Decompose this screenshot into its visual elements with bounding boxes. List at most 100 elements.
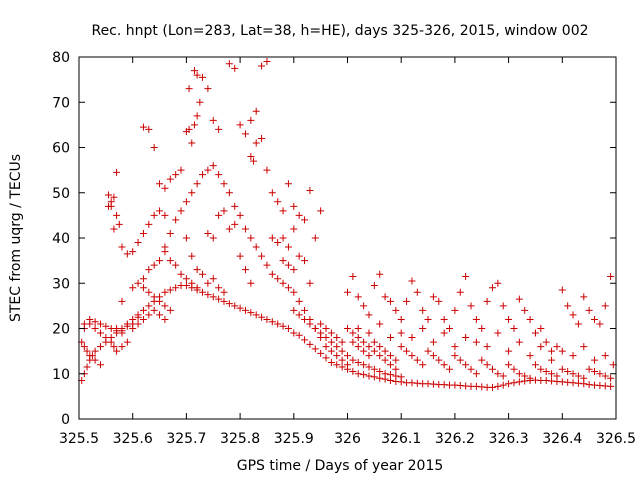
data-point: [322, 354, 330, 362]
data-point: [190, 121, 198, 129]
y-tick-label: 80: [52, 50, 70, 66]
data-point: [225, 300, 233, 308]
data-point: [569, 352, 577, 360]
data-point: [349, 367, 357, 375]
data-point: [118, 297, 126, 305]
data-point: [607, 272, 615, 280]
data-point: [156, 180, 164, 188]
data-point: [499, 302, 507, 310]
data-point: [360, 347, 368, 355]
data-point: [376, 320, 384, 328]
data-point: [435, 297, 443, 305]
data-point: [91, 356, 99, 364]
data-point: [150, 144, 158, 151]
data-point: [419, 325, 427, 332]
data-point: [365, 372, 373, 380]
data-point: [185, 125, 193, 133]
data-point: [494, 382, 502, 390]
data-point: [247, 309, 255, 317]
data-point: [397, 329, 405, 337]
data-point: [193, 284, 201, 292]
data-point: [419, 306, 427, 314]
data-point: [333, 361, 341, 369]
data-point: [451, 352, 459, 360]
data-point: [558, 347, 566, 355]
data-point: [295, 211, 303, 219]
data-point: [521, 306, 529, 314]
data-point: [129, 320, 137, 328]
data-point: [494, 279, 502, 287]
y-tick-label: 60: [52, 141, 70, 157]
data-point: [166, 306, 174, 314]
data-point: [113, 325, 121, 332]
data-point: [311, 325, 319, 332]
data-point: [279, 279, 287, 287]
data-point: [494, 329, 502, 337]
data-point: [478, 356, 486, 364]
data-point: [558, 365, 566, 373]
data-point: [397, 343, 405, 351]
data-point: [451, 306, 459, 314]
data-point: [456, 356, 464, 364]
data-point: [360, 302, 368, 310]
data-point: [397, 315, 405, 323]
data-point: [252, 139, 260, 147]
data-point: [564, 302, 572, 310]
data-point: [139, 315, 147, 323]
data-point: [139, 123, 147, 131]
data-point: [83, 363, 91, 371]
data-point: [145, 311, 153, 319]
data-point: [279, 257, 287, 265]
data-point: [295, 252, 303, 260]
data-point: [172, 261, 180, 269]
data-point: [225, 225, 233, 233]
data-point: [515, 295, 523, 303]
data-point: [381, 356, 389, 364]
data-point: [446, 365, 454, 373]
data-point: [274, 239, 282, 247]
data-point: [96, 361, 104, 369]
data-point: [462, 361, 470, 369]
data-point: [134, 279, 142, 287]
data-point: [392, 365, 400, 373]
data-point: [86, 352, 94, 360]
data-point: [290, 202, 298, 210]
x-tick-label: 326.3: [489, 431, 529, 447]
data-point: [145, 302, 153, 310]
data-point: [333, 352, 341, 360]
data-point: [301, 315, 309, 323]
data-point: [215, 295, 223, 303]
data-point: [515, 378, 523, 386]
y-tick-label: 10: [52, 367, 70, 383]
data-point: [220, 207, 228, 215]
data-point: [123, 338, 131, 346]
data-point: [408, 334, 416, 342]
data-point: [220, 180, 228, 188]
x-tick-label: 325.6: [113, 431, 153, 447]
data-point: [204, 279, 212, 287]
data-point: [139, 275, 147, 283]
data-point: [327, 347, 335, 355]
data-point: [306, 186, 314, 194]
data-point: [526, 315, 534, 323]
data-point: [166, 175, 174, 183]
data-point: [515, 370, 523, 378]
data-point: [263, 315, 271, 323]
data-point: [403, 297, 411, 305]
data-point: [607, 382, 615, 390]
data-point: [381, 370, 389, 378]
data-point: [311, 345, 319, 353]
data-point: [252, 107, 260, 115]
data-point: [386, 361, 394, 369]
data-point: [284, 243, 292, 251]
data-point: [569, 311, 577, 319]
x-tick-label: 326.2: [435, 431, 475, 447]
data-point: [177, 207, 185, 215]
data-point: [107, 338, 115, 346]
data-point: [607, 374, 615, 382]
data-point: [161, 288, 169, 296]
data-point: [231, 302, 239, 310]
data-point: [204, 229, 212, 237]
data-point: [258, 62, 266, 70]
